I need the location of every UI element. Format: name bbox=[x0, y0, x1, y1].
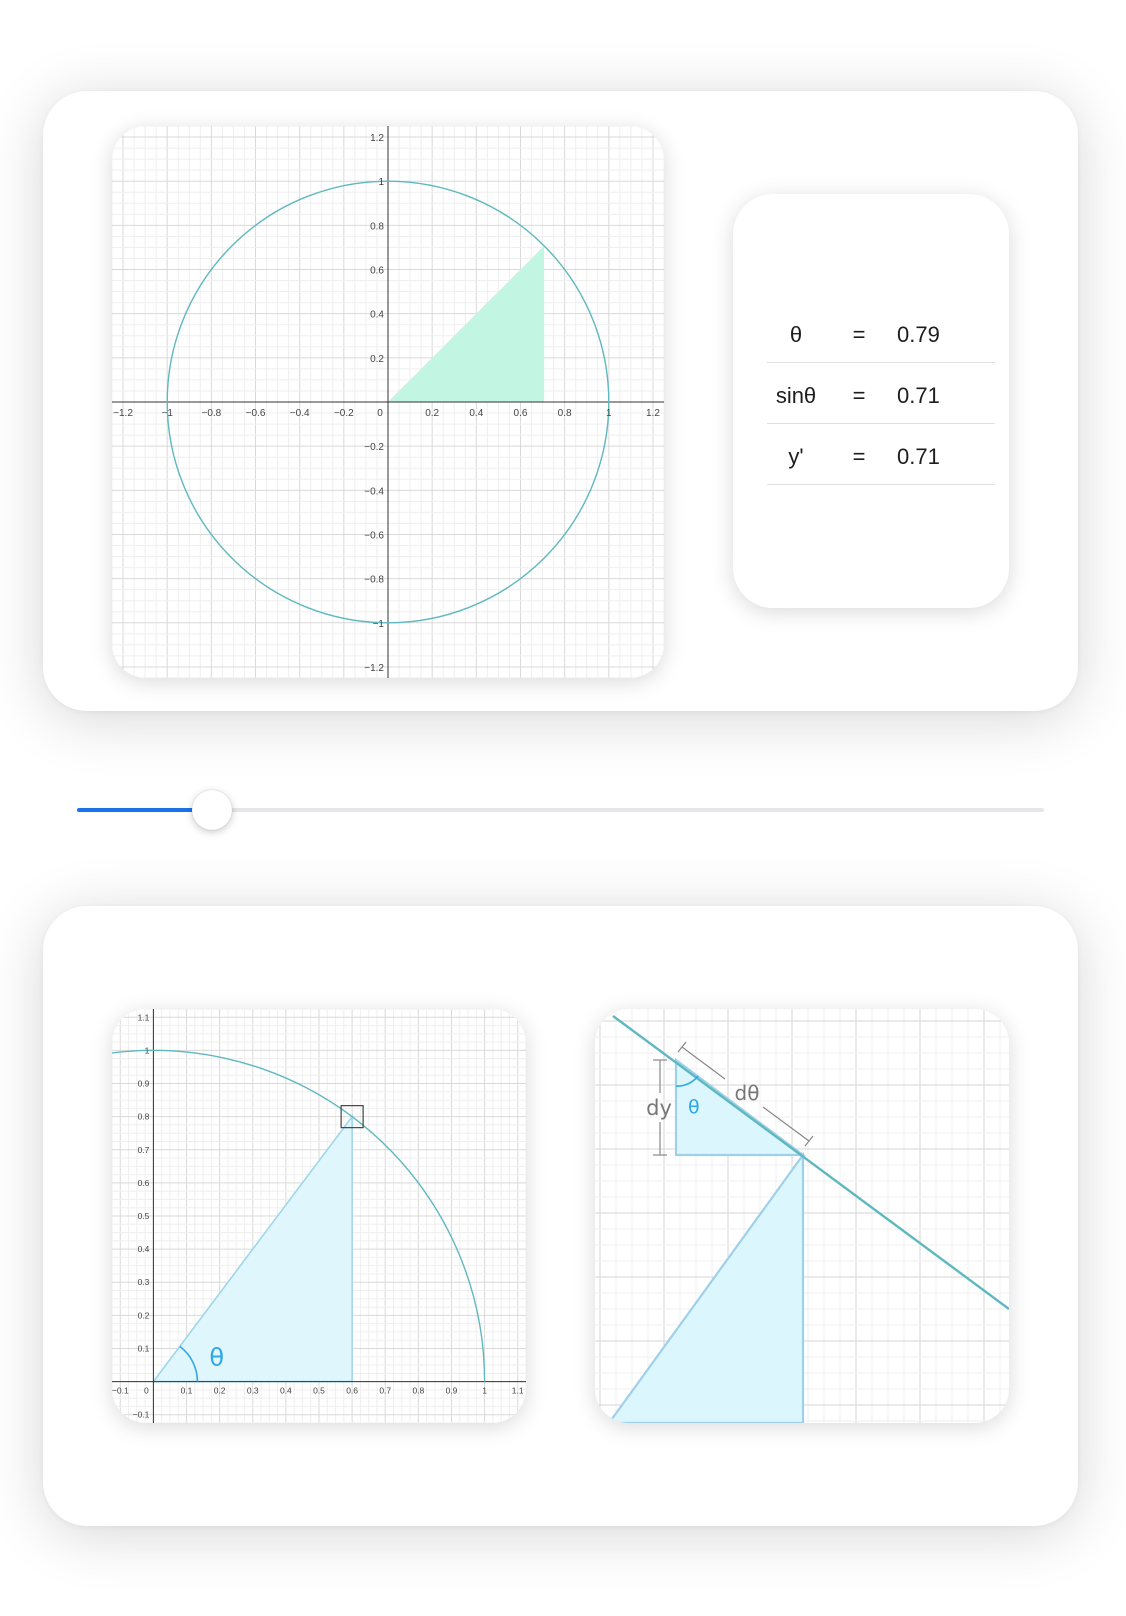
dtheta-bracket-line bbox=[762, 1106, 810, 1142]
y-tick-label: 0.6 bbox=[370, 266, 384, 277]
top-card: −1.2 −1 −0.8 −0.6 −0.4 −0.2 0 0.2 0.4 0.6 0.8 1 1.2 1… bbox=[43, 91, 1078, 711]
tangent-line bbox=[612, 1015, 1009, 1310]
first-quadrant-plot: θ−0.1 0 0.1 0.2 0.3 0.4 0.5 0.6 0.7 0.8 0.9 1 1.11.1… bbox=[112, 1009, 526, 1423]
theta-row: θ = 0.79 bbox=[767, 302, 995, 363]
y-tick-label: −1.2 bbox=[364, 663, 384, 674]
y-tick-label: 0.8 bbox=[370, 221, 384, 232]
sin-theta-row: sinθ = 0.71 bbox=[767, 363, 995, 424]
x-tick-label: 1 bbox=[482, 1386, 487, 1396]
angle-label: θ bbox=[209, 1344, 224, 1372]
x-tick-label: −1 bbox=[161, 408, 173, 419]
angle-arc bbox=[179, 1345, 199, 1382]
derivative-label: y' bbox=[788, 444, 804, 469]
y-tick-label: 0.2 bbox=[370, 354, 384, 365]
y-tick-label: 1.2 bbox=[370, 133, 384, 144]
first-quadrant-graph[interactable]: θ −0.1 0 0.1 0.2 0.3 0.4 0.5 0.6 0.7 0.8 0.9 1 1.1 1.1… bbox=[112, 1009, 526, 1423]
y-tick-label: 0.2 bbox=[138, 1310, 150, 1320]
derivative-equals: = bbox=[852, 444, 866, 469]
values-table: θ = 0.79 sinθ = 0.71 y' = 0.71 bbox=[767, 302, 995, 485]
x-tick-label: 0.8 bbox=[412, 1386, 424, 1396]
y-tick-label: −0.1 bbox=[133, 1410, 150, 1420]
y-tick-label: 0.9 bbox=[138, 1079, 150, 1089]
y-tick-labels: 1.1 1 0.9 0.8 0.7 0.6 0.5 0.4 0.3 0.2 0.1 −0.1 bbox=[133, 1012, 150, 1419]
y-tick-label: 1 bbox=[378, 177, 384, 188]
x-tick-label: −0.1 bbox=[112, 1386, 129, 1396]
small-angle-label: θ bbox=[688, 1096, 700, 1118]
y-tick-label: −0.4 bbox=[364, 486, 384, 497]
y-tick-label: −1 bbox=[373, 619, 385, 630]
zoom-graph[interactable]: θ dy dθ bbox=[595, 1009, 1009, 1423]
y-tick-label: −0.2 bbox=[364, 442, 384, 453]
x-tick-label: 0 bbox=[377, 408, 383, 419]
dtheta-bracket-cap bbox=[677, 1041, 687, 1053]
unit-circle-graph[interactable]: −1.2 −1 −0.8 −0.6 −0.4 −0.2 0 0.2 0.4 0.6 0.8 1 1.2 1… bbox=[112, 126, 664, 678]
unit-circle-plot: −1.2 −1 −0.8 −0.6 −0.4 −0.2 0 0.2 0.4 0.6 0.8 1 1.21… bbox=[112, 126, 664, 678]
sine-triangle bbox=[388, 245, 545, 402]
sin-theta-equals: = bbox=[852, 383, 866, 408]
theta-value: 0.79 bbox=[897, 322, 940, 347]
x-tick-label: 1.2 bbox=[646, 408, 660, 419]
theta-equals: = bbox=[852, 322, 866, 347]
dtheta-bracket-cap bbox=[804, 1135, 814, 1147]
y-tick-label: 0.3 bbox=[138, 1277, 150, 1287]
y-tick-label: 0.4 bbox=[138, 1244, 150, 1254]
x-tick-label: 0.7 bbox=[379, 1386, 391, 1396]
derivative-row: y' = 0.71 bbox=[767, 424, 995, 485]
y-tick-label: 1.1 bbox=[138, 1012, 150, 1022]
x-tick-label: 0.2 bbox=[214, 1386, 226, 1396]
y-tick-label: 0.1 bbox=[138, 1343, 150, 1353]
point-handle bbox=[340, 1105, 364, 1129]
x-tick-label: 0.1 bbox=[181, 1386, 193, 1396]
y-tick-labels: 1.2 1 0.8 0.6 0.4 0.2 −0.2 −0.4 −0.6 −0.8 −1 −1.2 bbox=[364, 133, 384, 674]
x-tick-label: −1.2 bbox=[113, 408, 133, 419]
x-tick-labels: −0.1 0 0.1 0.2 0.3 0.4 0.5 0.6 0.7 0.8 0.9 1 1.1 bbox=[112, 1386, 524, 1396]
y-tick-label: 0.6 bbox=[138, 1178, 150, 1188]
values-panel: θ = 0.79 sinθ = 0.71 y' = 0.71 bbox=[733, 194, 1009, 608]
theta-label: θ bbox=[789, 322, 803, 347]
x-tick-label: 0.6 bbox=[514, 408, 528, 419]
x-tick-label: 1 bbox=[606, 408, 612, 419]
y-tick-label: 0.7 bbox=[138, 1145, 150, 1155]
slider-track[interactable] bbox=[77, 808, 1044, 812]
dy-bracket bbox=[653, 1059, 667, 1156]
x-tick-label: −0.4 bbox=[290, 408, 310, 419]
y-tick-label: −0.6 bbox=[364, 530, 384, 541]
sin-theta-value: 0.71 bbox=[897, 383, 940, 408]
slider-thumb[interactable] bbox=[192, 790, 233, 830]
x-tick-label: −0.2 bbox=[334, 408, 354, 419]
unit-circle bbox=[166, 180, 610, 624]
bottom-card: θ −0.1 0 0.1 0.2 0.3 0.4 0.5 0.6 0.7 0.8 0.9 1 1.1 1.1… bbox=[43, 906, 1078, 1526]
x-tick-label: 0 bbox=[144, 1386, 149, 1396]
y-tick-label: 0.4 bbox=[370, 310, 384, 321]
x-tick-label: −0.8 bbox=[201, 408, 221, 419]
x-tick-label: 0.6 bbox=[346, 1386, 358, 1396]
x-tick-label: 0.9 bbox=[446, 1386, 458, 1396]
radius-triangle bbox=[607, 1151, 805, 1423]
small-angle-arc bbox=[675, 1075, 699, 1087]
x-tick-label: 0.3 bbox=[247, 1386, 259, 1396]
dtheta-bracket-line bbox=[681, 1046, 726, 1080]
x-tick-labels: −1.2 −1 −0.8 −0.6 −0.4 −0.2 0 0.2 0.4 0.6 0.8 1 1.2 bbox=[113, 408, 660, 419]
derivative-value: 0.71 bbox=[897, 444, 940, 469]
dtheta-label: dθ bbox=[735, 1081, 760, 1105]
x-tick-label: 0.4 bbox=[280, 1386, 292, 1396]
y-tick-label: 1 bbox=[145, 1045, 150, 1055]
x-tick-label: 0.5 bbox=[313, 1386, 325, 1396]
dtheta-bracket bbox=[677, 1041, 814, 1147]
zoom-plot: θdy dθ bbox=[595, 1009, 1009, 1423]
x-tick-label: −0.6 bbox=[246, 408, 266, 419]
x-tick-label: 1.1 bbox=[512, 1386, 524, 1396]
y-tick-label: −0.8 bbox=[364, 575, 384, 586]
x-tick-label: 0.2 bbox=[425, 408, 439, 419]
theta-slider[interactable] bbox=[77, 790, 1044, 830]
x-tick-label: 0.8 bbox=[558, 408, 572, 419]
x-tick-label: 0.4 bbox=[469, 408, 483, 419]
sin-theta-label: sinθ bbox=[775, 383, 817, 408]
y-tick-label: 0.8 bbox=[138, 1112, 150, 1122]
slider-fill bbox=[77, 808, 213, 812]
dy-label: dy bbox=[646, 1096, 672, 1120]
differential-triangle bbox=[674, 1057, 807, 1157]
y-tick-label: 0.5 bbox=[138, 1211, 150, 1221]
